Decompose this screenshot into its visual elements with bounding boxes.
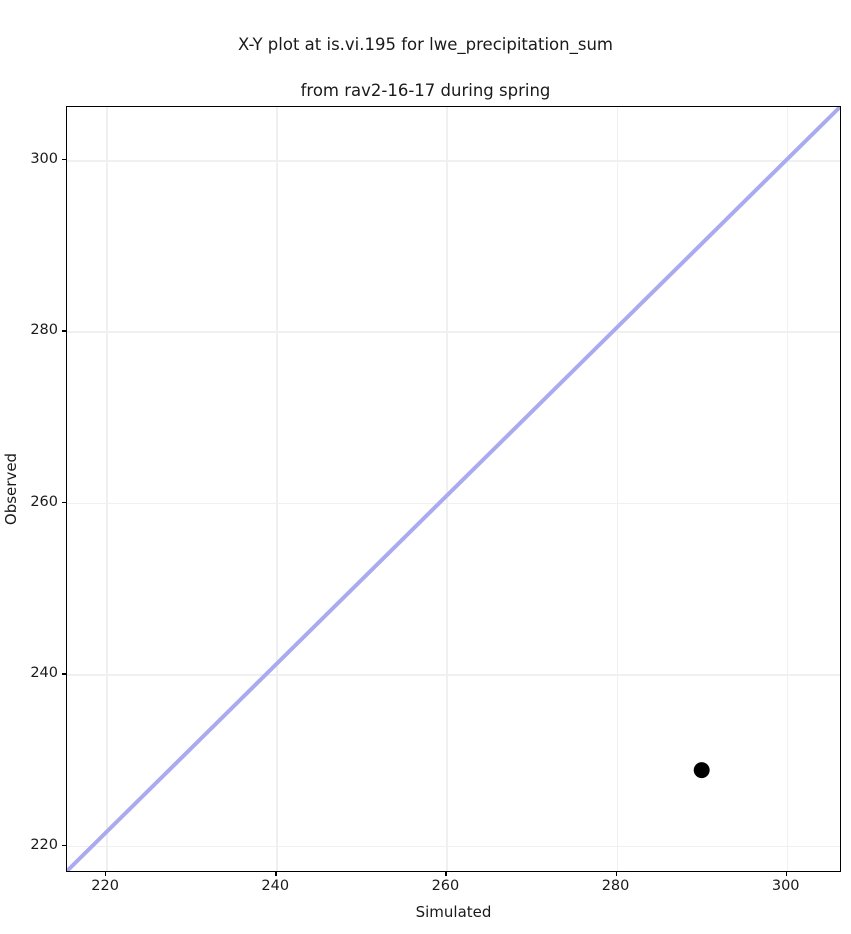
x-tick-label: 300 bbox=[771, 878, 800, 894]
gridline-vertical bbox=[446, 107, 448, 871]
x-tick-label: 260 bbox=[431, 878, 460, 894]
plot-area bbox=[66, 106, 841, 872]
y-tick-mark bbox=[62, 844, 66, 846]
y-tick-mark bbox=[62, 159, 66, 161]
x-tick-label: 220 bbox=[91, 878, 119, 894]
gridline-horizontal bbox=[67, 160, 840, 162]
gridline-horizontal bbox=[67, 845, 840, 847]
x-tick-mark bbox=[785, 872, 787, 876]
series-layer bbox=[67, 107, 840, 871]
gridline-vertical bbox=[786, 107, 789, 871]
x-tick-label: 280 bbox=[601, 878, 630, 894]
x-tick-label: 240 bbox=[261, 878, 290, 894]
y-tick-label: 280 bbox=[30, 322, 58, 339]
data-point[interactable] bbox=[693, 762, 710, 779]
identity-line bbox=[67, 107, 840, 871]
x-axis-label: Simulated bbox=[415, 903, 492, 921]
x-tick-mark bbox=[615, 872, 617, 876]
y-tick-mark bbox=[62, 673, 66, 675]
gridline-vertical bbox=[106, 107, 108, 871]
x-tick-mark bbox=[445, 872, 447, 876]
x-tick-mark bbox=[105, 872, 107, 876]
gridline-horizontal bbox=[67, 502, 840, 505]
x-tick-mark bbox=[275, 872, 277, 876]
gridline-horizontal bbox=[67, 674, 840, 676]
y-tick-label: 300 bbox=[30, 151, 58, 168]
y-tick-label: 240 bbox=[30, 665, 58, 682]
gridline-vertical bbox=[276, 107, 278, 871]
gridline-vertical bbox=[616, 107, 618, 871]
chart-title-line-2: from rav2-16-17 during spring bbox=[300, 81, 551, 100]
y-tick-label: 220 bbox=[30, 836, 58, 853]
y-tick-label: 260 bbox=[30, 493, 58, 510]
y-axis-label-text: Observed bbox=[2, 452, 21, 526]
gridline-horizontal bbox=[67, 331, 840, 333]
y-axis-label: Observed bbox=[0, 106, 22, 872]
chart-title: X-Y plot at is.vi.195 for lwe_precipitat… bbox=[0, 10, 851, 125]
y-tick-mark bbox=[62, 501, 66, 504]
chart-title-line-1: X-Y plot at is.vi.195 for lwe_precipitat… bbox=[238, 35, 613, 54]
plot-svg bbox=[67, 107, 840, 871]
y-tick-mark bbox=[62, 330, 66, 332]
